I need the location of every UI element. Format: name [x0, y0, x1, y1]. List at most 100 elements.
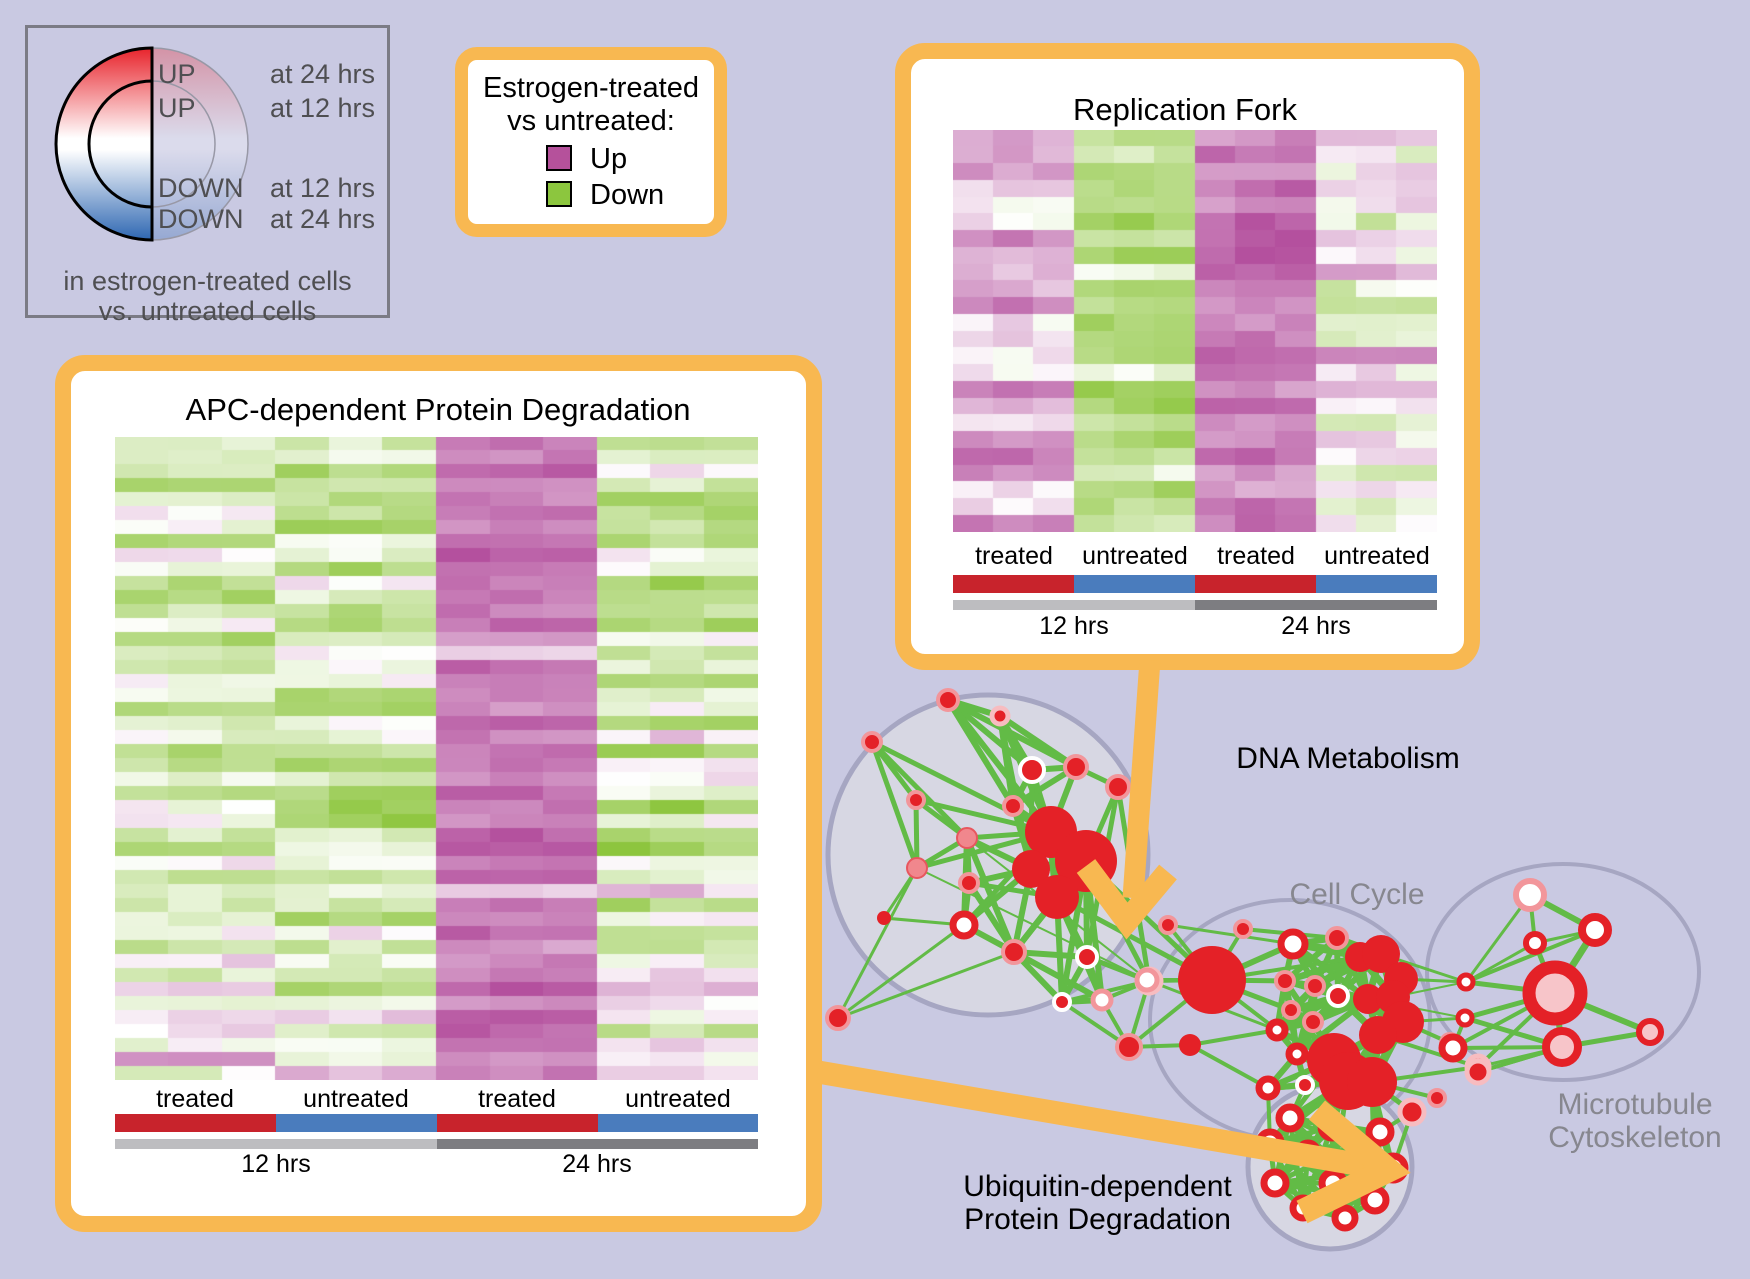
apc-group-label-2: untreated [303, 1085, 409, 1113]
network-edge [1210, 978, 1279, 1032]
network-node-sp [1302, 1011, 1324, 1033]
network-edge [1302, 1197, 1376, 1211]
network-edge [1294, 994, 1341, 1056]
network-edge [1464, 990, 1556, 1021]
network-edge [1311, 996, 1370, 1025]
network-edge [1344, 1032, 1382, 1084]
updown-legend-box: Estrogen-treated vs untreated: Up Down [455, 47, 727, 237]
network-edge [1314, 983, 1369, 1002]
network-node-rw [1318, 1168, 1348, 1198]
network-edge [1269, 1129, 1381, 1146]
network-edge [1369, 1081, 1378, 1201]
network-edge [962, 922, 1016, 955]
network-edge [966, 881, 1017, 954]
network-edge [1274, 1028, 1300, 1056]
apc-to-ubiquitin-arrow-shaft [816, 1060, 1370, 1178]
apc-group-label-1: treated [156, 1085, 234, 1113]
network-edge [1273, 1180, 1347, 1221]
network-edge [1391, 1111, 1414, 1169]
network-edge [1331, 1018, 1406, 1064]
network-node-s [1353, 984, 1383, 1014]
apc-to-ubiquitin-arrow-head [1296, 1100, 1411, 1224]
network-edge [997, 714, 1035, 772]
network-edge [1389, 977, 1405, 999]
network-node-rw [1260, 1168, 1290, 1198]
network-edge [1553, 990, 1652, 1035]
network-edge [1335, 993, 1381, 1038]
network-node-wr [1018, 756, 1046, 784]
network-edge [1084, 786, 1121, 958]
updown-legend-title-line1: Estrogen-treated [482, 72, 699, 104]
ring-up24-dir: UP [158, 59, 196, 89]
network-edge [1288, 1009, 1300, 1055]
network-node-s [1359, 1016, 1397, 1054]
network-node-s [1347, 1057, 1397, 1107]
network-edge [1274, 1008, 1294, 1032]
network-edge [1313, 954, 1362, 989]
apc-24hrs-bar [437, 1139, 758, 1149]
network-edge [1273, 1151, 1310, 1185]
network-edge [1292, 935, 1338, 947]
network-edge [1189, 1043, 1269, 1090]
network-edge [1083, 860, 1105, 1001]
network-edge [1342, 1131, 1383, 1219]
network-edge [1027, 829, 1055, 872]
network-node-pr [989, 705, 1011, 727]
network-edge [1289, 1115, 1333, 1130]
network-edge [1284, 978, 1339, 999]
apc-title: APC-dependent Protein Degradation [185, 392, 691, 427]
network-edge [1030, 856, 1087, 874]
network-edge [837, 923, 965, 1020]
network-edge [1331, 1124, 1381, 1135]
apc-untreated24-bar [598, 1114, 758, 1132]
network-node-rw [1456, 972, 1476, 992]
network-edge [1306, 1150, 1377, 1203]
network-edge [1288, 1078, 1350, 1121]
network-edge [1305, 1079, 1351, 1155]
apc-12hrs-label: 12 hrs [241, 1150, 311, 1178]
network-edge [1372, 1131, 1383, 1201]
network-edge [1083, 860, 1090, 958]
network-edge [966, 837, 1150, 982]
network-edge [947, 697, 1001, 719]
network-edge [1402, 1016, 1466, 1024]
network-edge [1369, 1081, 1396, 1169]
network-edge [1304, 1078, 1349, 1088]
network-edge [1335, 951, 1384, 999]
network-node-rp [1636, 1018, 1664, 1046]
network-edge [1476, 991, 1557, 1069]
rf-group-label-4: untreated [1324, 542, 1430, 570]
network-edge [1335, 935, 1362, 960]
network-edge [1330, 1080, 1351, 1184]
network-edge [1334, 936, 1371, 1001]
network-edge [1284, 951, 1382, 984]
network-edge [1242, 927, 1338, 940]
network-node-sp [1439, 1032, 1461, 1054]
network-edge [1274, 1180, 1376, 1203]
network-node-rw [1578, 913, 1612, 947]
network-edge [946, 697, 1034, 773]
network-edge [1368, 1019, 1407, 1085]
network-edge [1465, 928, 1596, 984]
network-edge [945, 698, 1054, 834]
network-edge [1337, 992, 1369, 1003]
network-node-rw [1275, 1103, 1305, 1133]
network-edge [962, 830, 1053, 927]
network-edge [1276, 996, 1369, 1033]
network-edge [1392, 981, 1467, 998]
network-edge [1282, 943, 1296, 982]
network-edge [1313, 983, 1340, 999]
network-edge [965, 835, 1033, 872]
network-edge [1294, 1053, 1308, 1086]
cell-cycle-label: Cell Cycle [1289, 878, 1425, 911]
network-edge [1031, 764, 1077, 773]
inner-ring-vivid-half [87, 79, 154, 209]
network-edge [1300, 1152, 1311, 1209]
network-edge [1054, 859, 1089, 899]
network-edge [1369, 1081, 1383, 1133]
network-edge [1273, 1181, 1305, 1210]
apc-untreated12-bar [276, 1114, 437, 1132]
network-edge [1272, 1079, 1351, 1185]
network-edge [1343, 1166, 1395, 1220]
network-edge [1331, 1058, 1351, 1083]
